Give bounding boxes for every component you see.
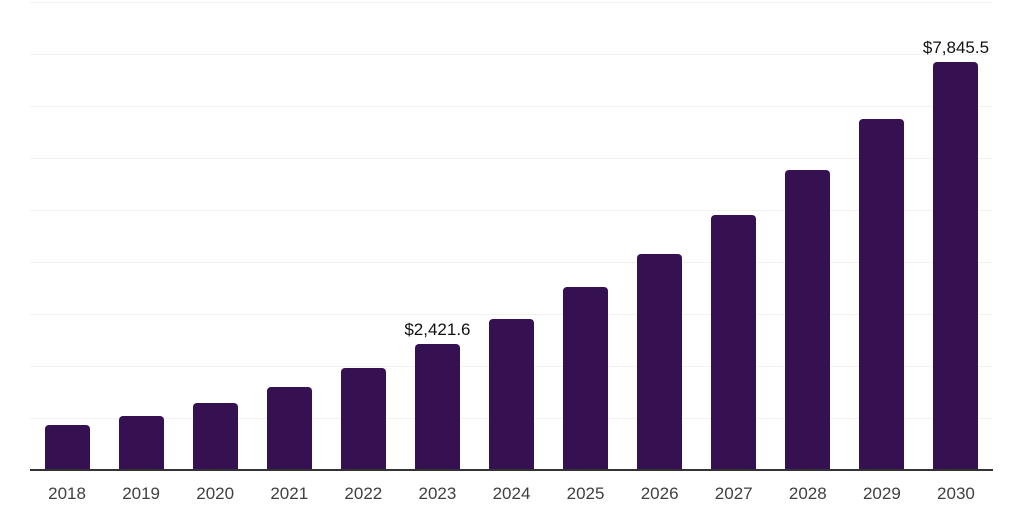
- x-tick-2018: 2018: [48, 484, 86, 503]
- bar-2027: [711, 215, 757, 470]
- bar-2029: [859, 119, 905, 470]
- gridline-9000: [30, 2, 993, 3]
- x-axis-line: [30, 469, 993, 471]
- gridline-4000: [30, 262, 993, 263]
- bar-2019: [118, 415, 164, 470]
- x-tick-2028: 2028: [788, 484, 827, 503]
- gridline-7000: [30, 106, 993, 107]
- x-tick-2030: 2030: [937, 484, 975, 503]
- bar-2022: [340, 367, 386, 470]
- bar-2024: [489, 318, 534, 470]
- gridline-3000: [30, 314, 993, 315]
- x-tick-2020: 2020: [196, 484, 235, 503]
- bar-2018: [44, 425, 90, 470]
- plot-area: $2,421.6 $7,845.5: [30, 2, 993, 470]
- data-label-2023: $2,421.6: [404, 320, 471, 340]
- x-tick-2022: 2022: [344, 484, 383, 503]
- gridline-5000: [30, 210, 993, 211]
- x-tick-2021: 2021: [270, 484, 309, 503]
- x-tick-2024: 2024: [492, 484, 531, 503]
- gridline-8000: [30, 54, 993, 55]
- bar-2026: [637, 254, 683, 470]
- x-tick-2029: 2029: [862, 484, 901, 503]
- x-tick-2023: 2023: [418, 484, 457, 503]
- gridline-6000: [30, 158, 993, 159]
- bar-2025: [563, 286, 609, 470]
- bar-2021: [266, 386, 312, 470]
- x-tick-2027: 2027: [714, 484, 753, 503]
- bar-2030: [933, 62, 979, 470]
- x-tick-2019: 2019: [122, 484, 161, 503]
- data-label-2030: $7,845.5: [922, 38, 990, 58]
- bar-2020: [192, 402, 238, 470]
- x-tick-2025: 2025: [566, 484, 605, 503]
- bar-2023: [414, 344, 460, 470]
- x-tick-2026: 2026: [640, 484, 679, 503]
- bar-2028: [785, 170, 831, 470]
